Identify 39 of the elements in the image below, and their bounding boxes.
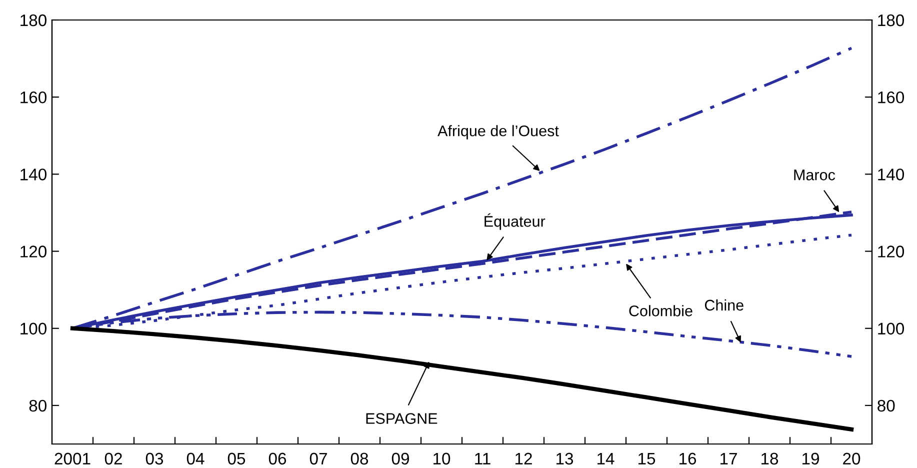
annotation: Chine (704, 299, 744, 311)
y-tick-label: 120 (20, 246, 46, 258)
y-tick-label: 160 (20, 91, 46, 104)
x-tick-label: 16 (680, 452, 696, 465)
x-tick-label: 17 (720, 452, 737, 464)
x-tick-label: 02 (104, 452, 122, 465)
x-tick-label: 11 (475, 452, 490, 464)
x-tick-label: 14 (598, 452, 614, 464)
x-tick-label: 2001 (54, 452, 90, 465)
annotation: Colombie (629, 305, 692, 316)
annotation: ESPAGNE (366, 413, 438, 424)
x-tick-label: 19 (802, 452, 819, 465)
x-tick-label: 12 (516, 452, 532, 464)
x-tick-label: 08 (350, 452, 368, 465)
x-tick-label: 18 (762, 452, 778, 465)
annotation: Afrique de l’Ouest (438, 125, 559, 140)
x-tick-label: 09 (392, 452, 409, 465)
x-tick-label: 10 (434, 452, 450, 465)
y-tick-label: 80 (29, 400, 46, 412)
y2-tick-label: 160 (878, 91, 904, 104)
x-tick-label: 03 (146, 452, 164, 465)
y2-tick-label: 100 (878, 322, 904, 335)
annotation: Maroc (794, 170, 836, 180)
x-tick-label: 13 (556, 452, 574, 465)
line-series (70, 326, 854, 432)
x-tick-label: 06 (268, 452, 286, 465)
x-tick-label: 15 (638, 452, 656, 465)
x-tick-label: 04 (186, 452, 204, 465)
annotation: Équateur (484, 213, 546, 230)
y-tick-label: 180 (20, 14, 46, 26)
y2-tick-label: 180 (878, 14, 904, 26)
y2-tick-label: 80 (878, 400, 895, 412)
y2-tick-label: 120 (878, 246, 904, 258)
x-tick-label: 20 (843, 452, 860, 465)
y2-tick-label: 140 (878, 168, 904, 180)
x-tick-label: 05 (228, 452, 246, 465)
y-tick-label: 140 (20, 168, 46, 180)
x-tick-label: 07 (310, 452, 327, 465)
y-tick-label: 100 (20, 322, 46, 335)
